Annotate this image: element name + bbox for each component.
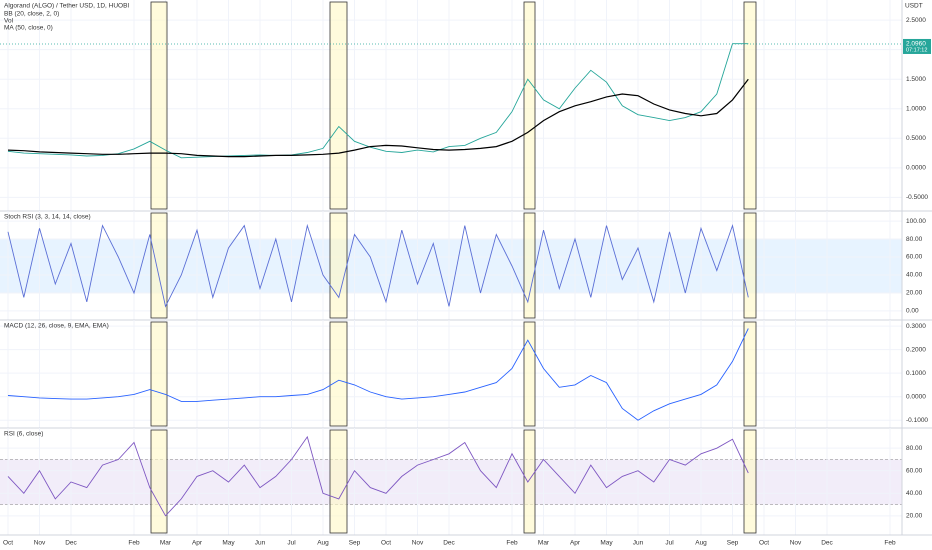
y-tick-label: 0.1000 [906, 370, 926, 377]
y-tick-label: 40.00 [906, 272, 923, 279]
y-tick-label: 0.0000 [906, 393, 926, 400]
price-tag-countdown: 07:17:12 [906, 47, 927, 53]
series-line [7, 328, 749, 421]
y-tick-label: 0.3000 [906, 323, 926, 330]
y-tick-label: 80.00 [906, 236, 923, 243]
pane-title: MACD (12, 26, close, 9, EMA, EMA) [4, 323, 109, 330]
pane-title: Stoch RSI (3, 3, 14, 14, close) [4, 214, 91, 221]
x-tick-label: Feb [506, 540, 518, 547]
x-tick-label: Oct [759, 540, 769, 547]
y-tick-label: -0.1000 [906, 417, 928, 424]
x-tick-label: Nov [790, 540, 802, 547]
x-tick-label: Jun [633, 540, 644, 547]
highlight-box [523, 212, 536, 319]
y-tick-label: 1.5000 [906, 76, 926, 83]
x-tick-label: Jul [665, 540, 674, 547]
y-tick-label: 0.0000 [906, 165, 926, 172]
highlight-box [523, 429, 536, 534]
highlight-box [329, 212, 348, 319]
pane-title: RSI (6, close) [4, 431, 43, 438]
series-line [7, 78, 749, 158]
x-tick-label: Aug [695, 540, 707, 547]
price-tag [903, 38, 931, 54]
y-tick-label: 60.00 [906, 467, 923, 474]
x-tick-label: May [600, 540, 613, 547]
x-tick-label: Apr [192, 540, 203, 547]
y-tick-label: 1.0000 [906, 105, 926, 112]
x-tick-label: Mar [160, 540, 172, 547]
y-tick-label: 100.00 [906, 218, 926, 225]
x-tick-label: Feb [128, 540, 140, 547]
unit-label: USDT [905, 3, 923, 10]
x-tick-label: May [222, 540, 235, 547]
y-tick-label: 60.00 [906, 254, 923, 261]
highlight-box [150, 321, 168, 427]
y-tick-label: 20.00 [906, 513, 923, 520]
highlight-box [523, 1, 536, 210]
y-tick-label: 80.00 [906, 445, 923, 452]
y-tick-label: 20.00 [906, 290, 923, 297]
x-tick-label: Feb [884, 540, 896, 547]
series-line [7, 435, 749, 517]
x-tick-label: Jul [287, 540, 296, 547]
price-tag-label: 2.0960 [906, 41, 926, 48]
highlight-box [523, 321, 536, 427]
highlight-box [743, 429, 757, 534]
x-tick-label: Nov [412, 540, 424, 547]
series-line [7, 223, 749, 308]
y-tick-label: 0.5000 [906, 135, 926, 142]
indicator-label: Vol [4, 18, 14, 25]
x-tick-label: Dec [443, 540, 455, 547]
highlight-box [743, 321, 757, 427]
y-tick-label: 0.2000 [906, 346, 926, 353]
y-tick-label: -0.5000 [906, 194, 928, 201]
highlight-box [743, 212, 757, 319]
highlight-box [150, 1, 168, 210]
highlight-box [329, 1, 348, 210]
y-tick-label: 0.00 [906, 308, 919, 315]
x-tick-label: Aug [317, 540, 329, 547]
highlight-box [150, 212, 168, 319]
band [0, 459, 902, 505]
y-tick-label: 40.00 [906, 490, 923, 497]
pane-title: Algorand (ALGO) / Tether USD, 1D, HUOBI [4, 3, 129, 10]
x-tick-label: Oct [3, 540, 13, 547]
x-tick-label: Mar [538, 540, 550, 547]
highlight-box [150, 429, 168, 534]
y-tick-label: 2.5000 [906, 17, 926, 24]
series-line [7, 43, 749, 159]
highlight-box [743, 1, 757, 210]
indicator-label: BB (20, close, 2, 0) [4, 11, 59, 18]
x-tick-label: Apr [570, 540, 581, 547]
x-tick-label: Dec [65, 540, 77, 547]
x-tick-label: Sep [727, 540, 739, 547]
x-tick-label: Oct [381, 540, 391, 547]
highlight-box [329, 321, 348, 427]
highlight-box [329, 429, 348, 534]
indicator-label: MA (50, close, 0) [4, 25, 53, 32]
band [0, 239, 902, 293]
x-tick-label: Nov [34, 540, 46, 547]
x-tick-label: Jun [255, 540, 266, 547]
x-tick-label: Dec [821, 540, 833, 547]
x-tick-label: Sep [349, 540, 361, 547]
